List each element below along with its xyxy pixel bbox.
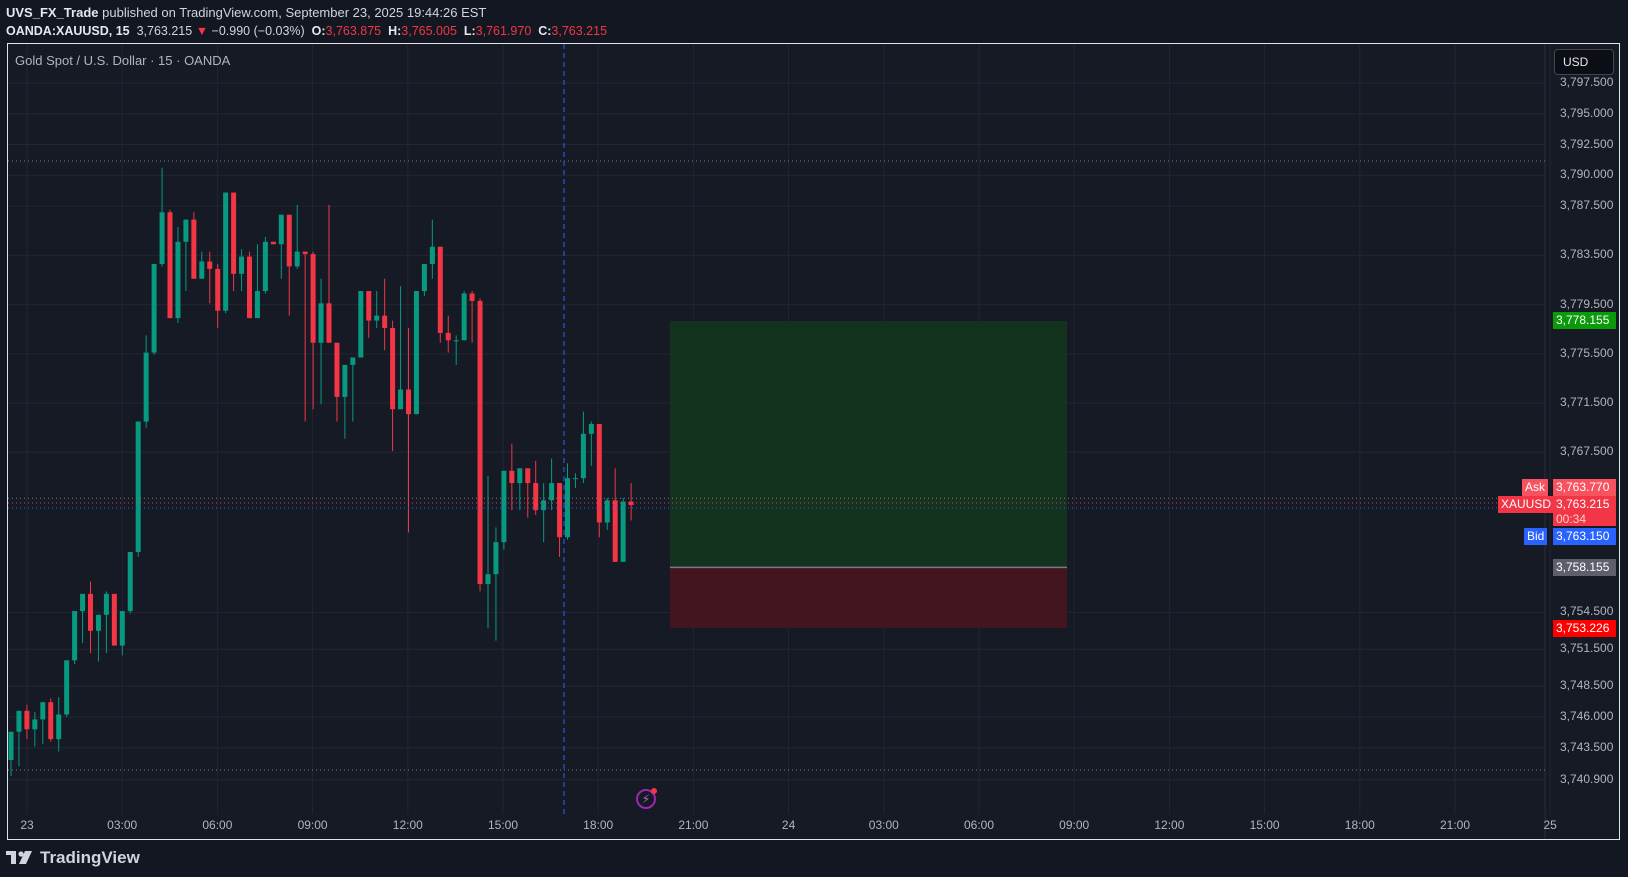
time-tick: 24 xyxy=(781,818,796,832)
price-tick: 3,775.500 xyxy=(1560,345,1614,360)
price-tick: 3,792.500 xyxy=(1560,136,1614,151)
time-tick: 15:00 xyxy=(1249,818,1280,832)
price-tick: 3,779.500 xyxy=(1560,296,1614,311)
time-tick: 18:00 xyxy=(583,818,614,832)
time-tick: 18:00 xyxy=(1344,818,1375,832)
tv-logo-icon xyxy=(6,851,32,864)
time-tick: 03:00 xyxy=(868,818,899,832)
price-tick: 3,767.500 xyxy=(1560,444,1614,459)
time-tick: 15:00 xyxy=(487,818,519,832)
close-label: C: xyxy=(538,24,552,38)
close-value: 3,763.215 xyxy=(551,24,608,38)
low-label: L: xyxy=(463,24,476,38)
time-tick: 06:00 xyxy=(202,818,233,832)
time-tick: 09:00 xyxy=(297,818,328,832)
price-tick: 3,740.900 xyxy=(1560,771,1614,786)
high-label: H: xyxy=(388,24,402,38)
price-tick: 3,743.500 xyxy=(1560,739,1614,754)
symbol-interval: OANDA:XAUUSD, 15 xyxy=(6,24,130,38)
price-tick: 3,751.500 xyxy=(1560,641,1614,656)
publish-header: UVS_FX_Trade published on TradingView.co… xyxy=(6,4,486,22)
low-value: 3,761.970 xyxy=(475,24,532,38)
time-tick: 12:00 xyxy=(1154,818,1185,832)
last-price-value: 3,763.215 xyxy=(1556,497,1610,511)
chart-canvas[interactable] xyxy=(8,44,1619,839)
time-tick: 21:00 xyxy=(678,818,709,832)
time-tick: 12:00 xyxy=(392,818,423,832)
last-price-tag: 3,763.215 00:34 xyxy=(1553,496,1616,526)
down-arrow-icon: ▼ xyxy=(195,24,209,38)
entry-price-tag: 3,758.155 xyxy=(1553,559,1616,576)
ohlc-legend: OANDA:XAUUSD, 15 3,763.215 ▼ −0.990 (−0.… xyxy=(6,22,607,40)
time-tick: 23 xyxy=(20,818,34,832)
bid-label: Bid xyxy=(1524,528,1548,545)
author-name[interactable]: UVS_FX_Trade xyxy=(6,5,99,20)
time-tick: 09:00 xyxy=(1059,818,1090,832)
time-tick: 06:00 xyxy=(963,818,995,832)
chart-title: Gold Spot / U.S. Dollar · 15 · OANDA xyxy=(15,53,231,68)
price-tick: 3,783.500 xyxy=(1560,247,1614,262)
stop-price-tag: 3,753.226 xyxy=(1553,620,1616,637)
price-tick: 3,795.000 xyxy=(1560,105,1614,120)
notification-dot xyxy=(651,788,657,794)
events-lightning-icon[interactable]: ⚡ xyxy=(636,788,657,809)
last-price: 3,763.215 xyxy=(136,24,193,38)
ask-label: Ask xyxy=(1522,479,1549,496)
price-tick: 3,754.500 xyxy=(1560,604,1614,619)
brand-name: TradingView xyxy=(40,848,140,867)
symbol-label: XAUUSD xyxy=(1498,496,1555,513)
price-change: −0.990 (−0.03%) xyxy=(211,24,305,38)
open-value: 3,763.875 xyxy=(325,24,382,38)
time-tick: 03:00 xyxy=(107,818,138,832)
price-tick: 3,787.500 xyxy=(1560,198,1614,213)
bid-price-tag: 3,763.150 xyxy=(1553,528,1616,545)
tradingview-logo[interactable]: TradingView xyxy=(6,848,140,868)
high-value: 3,765.005 xyxy=(401,24,457,38)
time-tick: 21:00 xyxy=(1439,818,1471,832)
open-label: O: xyxy=(311,24,326,38)
currency-button[interactable]: USD xyxy=(1554,49,1614,75)
bar-countdown: 00:34 xyxy=(1556,512,1587,526)
price-tick: 3,748.500 xyxy=(1560,678,1614,693)
price-tick: 3,771.500 xyxy=(1560,395,1614,410)
publish-info: published on TradingView.com, September … xyxy=(102,5,487,20)
time-tick: 25 xyxy=(1543,818,1557,832)
price-tick: 3,790.000 xyxy=(1560,167,1614,182)
price-tick: 3,746.000 xyxy=(1560,708,1614,723)
price-tick: 3,797.500 xyxy=(1560,75,1614,89)
target-price-tag: 3,778.155 xyxy=(1553,312,1616,329)
ask-price-tag: 3,763.770 xyxy=(1553,479,1616,496)
